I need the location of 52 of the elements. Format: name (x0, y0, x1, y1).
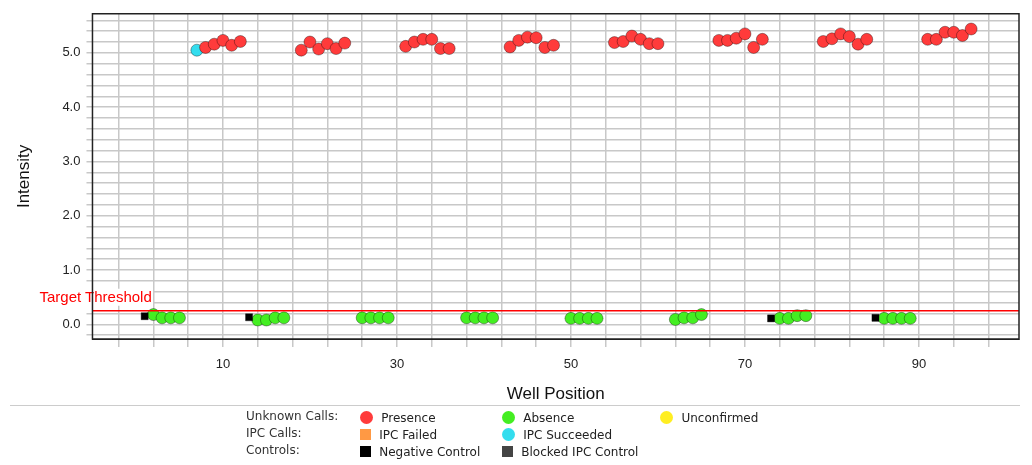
y-tick-label: 1.0 (62, 261, 81, 277)
point (767, 314, 776, 323)
point (547, 38, 561, 52)
legend-label: Unconfirmed (681, 410, 759, 425)
legend-label: IPC Succeeded (523, 427, 613, 442)
point (277, 311, 291, 325)
point (381, 311, 395, 325)
y-tick-label: 5.0 (62, 44, 81, 60)
point (425, 32, 439, 46)
text: IPC Calls: (246, 426, 303, 442)
point (294, 43, 308, 57)
point (140, 312, 149, 321)
point (486, 311, 500, 325)
y-axis-title: Intensity (13, 144, 33, 209)
point (172, 311, 186, 325)
point (233, 34, 247, 48)
point (747, 40, 761, 54)
point (503, 40, 517, 54)
y-tick-label: 2.0 (62, 207, 81, 223)
point (964, 22, 978, 36)
point (871, 313, 880, 322)
point (955, 29, 969, 43)
point (842, 30, 856, 44)
x-tick-label: 30 (389, 356, 405, 372)
x-tick-label: 10 (215, 356, 231, 372)
y-tick-label: 0.0 (62, 315, 81, 331)
point (755, 32, 769, 46)
legend-label: Blocked IPC Control (521, 444, 639, 459)
point (442, 42, 456, 56)
point (590, 311, 604, 325)
point (651, 37, 665, 51)
point (529, 31, 543, 45)
x-tick-label: 70 (737, 356, 753, 372)
text: Controls: (246, 443, 301, 459)
point (303, 35, 317, 49)
legend-label: Negative Control (379, 444, 481, 459)
x-tick-label: 90 (911, 356, 927, 372)
x-tick-label: 50 (563, 356, 579, 372)
y-tick-label: 4.0 (62, 98, 81, 114)
legend-label: Presence (381, 410, 436, 425)
point (245, 313, 254, 322)
point (929, 32, 943, 46)
x-axis-title: Well Position (506, 384, 605, 404)
y-tick-label: 3.0 (62, 153, 81, 169)
point (903, 311, 917, 325)
point (860, 32, 874, 46)
point (738, 27, 752, 41)
point (329, 42, 343, 56)
legend-label: Absence (523, 410, 575, 425)
point (338, 36, 352, 50)
text: Unknown Calls: (246, 409, 339, 425)
legend-label: IPC Failed (379, 427, 438, 442)
